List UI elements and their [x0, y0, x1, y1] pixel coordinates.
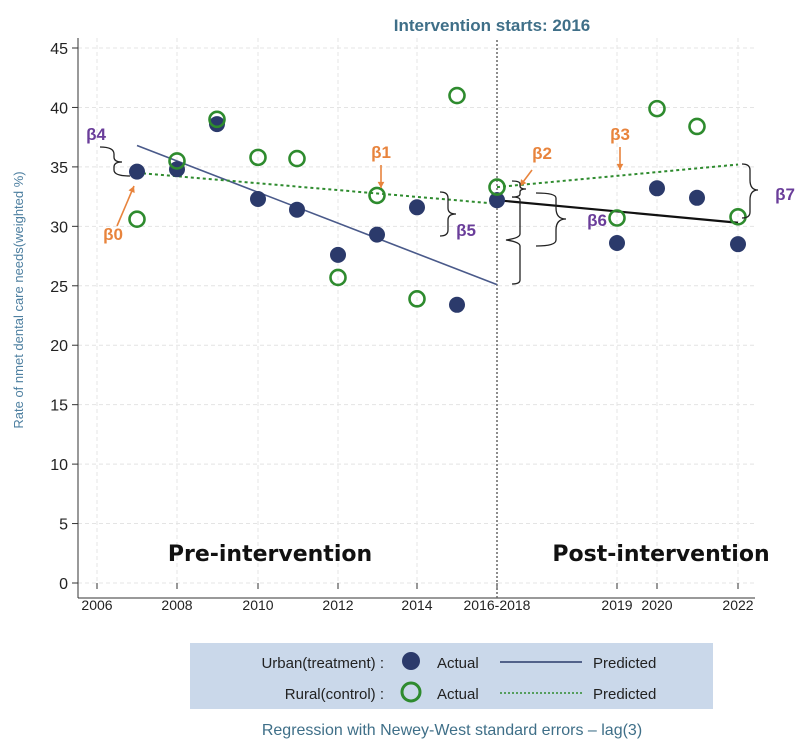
y-tick-label-35: 35 — [50, 160, 68, 177]
chart-title: Intervention starts: 2016 — [394, 16, 591, 35]
x-tick-label-2020: 2020 — [641, 597, 672, 613]
annotation-beta-3: β3 — [610, 125, 630, 144]
y-tick-label-45: 45 — [50, 41, 68, 58]
rural-point-2015 — [448, 86, 466, 105]
urban-point-2016 — [489, 192, 505, 209]
annotation-beta-1: β1 — [371, 143, 391, 162]
y-tick-label-0: 0 — [59, 576, 68, 593]
brace-beta7 — [741, 163, 759, 219]
x-tick-label-2022: 2022 — [722, 597, 753, 613]
brace-beta4 — [99, 146, 131, 177]
x-tick-label-2010: 2010 — [242, 597, 273, 613]
urban-point-2014 — [409, 199, 425, 216]
urban-point-2019 — [609, 234, 625, 251]
rural-point-2012 — [329, 268, 347, 287]
rural-point-2014 — [408, 290, 426, 308]
brace-beta2-gap — [511, 180, 527, 198]
rural-point-2020 — [648, 99, 666, 118]
rural-point-2019 — [608, 209, 626, 227]
arrow-beta1-head — [377, 181, 385, 188]
y-axis-label: Rate of nmet dental care needs(weighted … — [11, 171, 26, 428]
annotation-beta-0: β0 — [103, 225, 123, 244]
urban-point-2015 — [449, 296, 465, 313]
arrow-beta0-shaft — [116, 185, 135, 227]
legend-rural-label: Rural(control) : — [285, 686, 384, 703]
rural-point-2013 — [368, 186, 386, 205]
rural-fit-line-pre — [136, 171, 498, 205]
legend-urban-label: Urban(treatment) : — [261, 655, 384, 672]
legend-urban-predicted: Predicted — [593, 655, 656, 672]
urban-point-2007 — [129, 163, 145, 180]
rural-point-2016 — [488, 178, 506, 196]
rural-point-2008 — [168, 152, 186, 170]
phase-label-post: Post-intervention — [552, 542, 769, 567]
legend-rural-predicted: Predicted — [593, 686, 656, 703]
x-tick-label-2008: 2008 — [161, 597, 192, 613]
rural-point-2021 — [688, 117, 706, 136]
rural-point-2011 — [288, 149, 306, 168]
data-points — [128, 86, 747, 313]
y-tick-label-40: 40 — [50, 100, 68, 117]
urban-point-2009 — [209, 116, 225, 133]
urban-point-2010 — [250, 190, 266, 207]
axes: 0 5 10 15 20 25 30 35 40 45 2006 2008 2010 2012 2014 20… — [50, 38, 755, 613]
urban-point-2021 — [689, 189, 705, 206]
legend-box — [190, 643, 713, 709]
annotation-beta-2: β2 — [532, 144, 552, 163]
legend-rural-actual: Actual — [437, 686, 479, 703]
phase-label-pre: Pre-intervention — [168, 542, 372, 567]
y-tick-label-5: 5 — [59, 517, 68, 534]
y-tick-label-15: 15 — [50, 398, 68, 415]
legend-urban-actual: Actual — [437, 655, 479, 672]
y-tick-label-10: 10 — [50, 457, 68, 474]
brace-trend-gap — [505, 196, 521, 285]
urban-point-2020 — [649, 180, 665, 197]
y-tick-label-25: 25 — [50, 279, 68, 296]
annotation-beta-7: β7 — [775, 185, 795, 204]
brace-beta5 — [439, 191, 457, 237]
x-tick-label-2016: 2016-2018 — [464, 597, 531, 613]
legend-urban-marker — [402, 652, 420, 670]
rural-fit-line-post — [496, 163, 739, 189]
x-tick-label-2014: 2014 — [401, 597, 432, 613]
arrow-beta0-head — [128, 186, 135, 193]
x-tick-label-2006: 2006 — [81, 597, 112, 613]
legend-rural-marker — [400, 681, 422, 703]
urban-point-2012 — [330, 246, 346, 263]
brace-beta6 — [535, 192, 567, 247]
rural-point-2022 — [729, 208, 747, 226]
annotation-beta-5: β5 — [456, 221, 476, 240]
rural-point-2007 — [128, 210, 146, 228]
rural-point-2010 — [249, 148, 267, 167]
urban-point-2022 — [730, 236, 746, 253]
urban-fit-line-pre — [136, 144, 498, 286]
y-tick-label-30: 30 — [50, 219, 68, 236]
y-tick-label-20: 20 — [50, 338, 68, 355]
legend: Urban(treatment) : Actual Predicted Rura… — [190, 643, 713, 709]
annotation-beta-4: β4 — [86, 125, 106, 144]
arrow-beta3-head — [616, 163, 624, 170]
urban-point-2013 — [369, 226, 385, 243]
chart-subtitle: Regression with Newey-West standard erro… — [262, 722, 642, 739]
arrow-beta2-head — [520, 179, 527, 186]
x-tick-label-2019: 2019 — [601, 597, 632, 613]
gridlines — [78, 38, 755, 584]
annotations: β0 β1 β2 β3 β4 β5 β6 β7 — [86, 125, 795, 285]
rural-point-2009 — [208, 110, 226, 129]
annotation-beta-6: β6 — [587, 211, 607, 230]
x-tick-label-2012: 2012 — [322, 597, 353, 613]
urban-point-2011 — [289, 201, 305, 218]
